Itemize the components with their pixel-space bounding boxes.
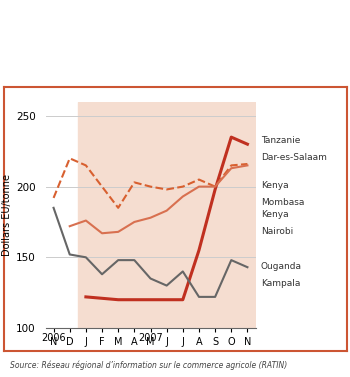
Text: Ouganda: Ouganda (261, 262, 302, 271)
Text: Prix du maïs sur certains marchés: Prix du maïs sur certains marchés (75, 15, 292, 28)
Text: Dar-es-Salaam: Dar-es-Salaam (261, 153, 327, 162)
Text: Tanzanie: Tanzanie (261, 136, 300, 145)
Text: Mombasa: Mombasa (261, 198, 304, 207)
Bar (78, 102, 256, 328)
Text: 2006: 2006 (41, 333, 66, 343)
Text: d’Afrique de l’Est: d’Afrique de l’Est (14, 54, 121, 67)
Text: Kenya: Kenya (261, 181, 288, 190)
Text: Source: Réseau régional d’information sur le commerce agricole (RATIN): Source: Réseau régional d’information su… (10, 360, 288, 369)
Text: Nairobi: Nairobi (261, 227, 293, 236)
Text: Kenya: Kenya (261, 210, 288, 219)
Y-axis label: Dollars EU/tonne: Dollars EU/tonne (2, 174, 12, 256)
Text: Figure 3.: Figure 3. (14, 15, 77, 28)
Text: Kampala: Kampala (261, 279, 300, 288)
Text: 2007: 2007 (138, 333, 163, 343)
